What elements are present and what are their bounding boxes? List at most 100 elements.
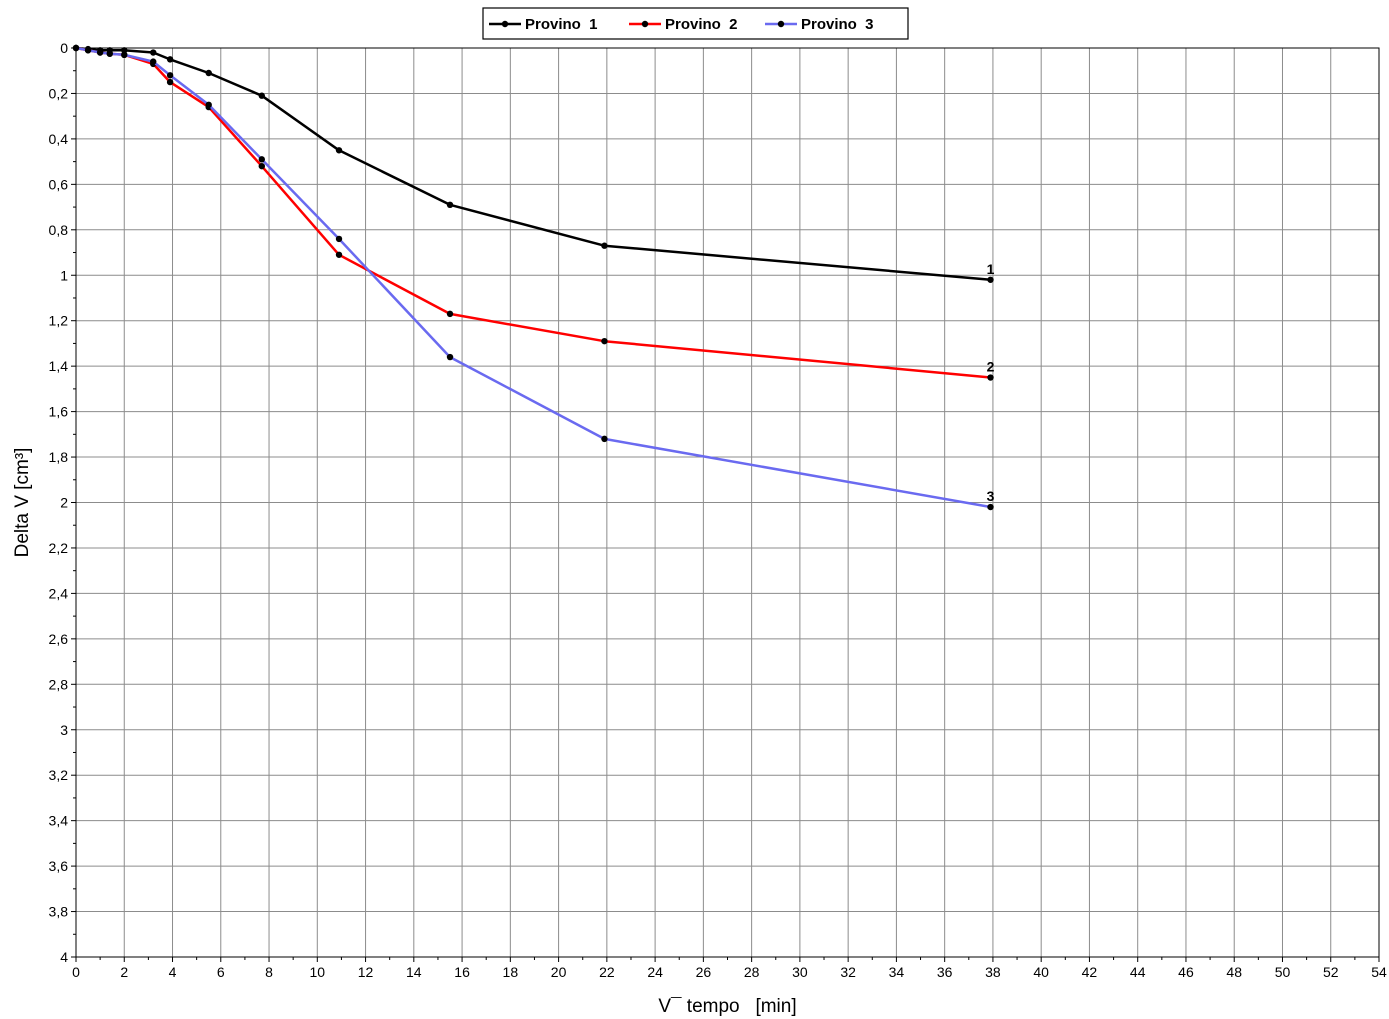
x-tick-label: 36 xyxy=(937,964,953,980)
x-tick-label: 20 xyxy=(551,964,567,980)
y-tick-label: 0,4 xyxy=(49,131,69,147)
data-point xyxy=(987,503,994,511)
data-point xyxy=(601,435,608,443)
data-point xyxy=(150,58,157,65)
y-axis-ticks: 0 0,2 0,4 0,6 0,8 1 1,2 1,4 1,6 1,8 2 2,2 2,4 2,6 2,8 3… xyxy=(49,40,76,965)
legend-label: Provino 1 xyxy=(525,16,598,33)
x-tick-label: 28 xyxy=(744,964,760,980)
data-point xyxy=(258,156,265,163)
y-tick-label: 3,2 xyxy=(49,767,69,783)
data-point xyxy=(121,47,128,54)
x-tick-label: 48 xyxy=(1226,964,1242,980)
x-tick-label: 40 xyxy=(1033,964,1049,980)
y-tick-label: 1,6 xyxy=(49,404,69,420)
data-point xyxy=(166,78,174,86)
y-tick-label: 3,6 xyxy=(49,858,69,874)
data-point xyxy=(987,276,994,283)
y-tick-label: 2,4 xyxy=(49,585,69,601)
x-tick-label: 6 xyxy=(217,964,225,980)
y-tick-label: 0,8 xyxy=(49,222,69,238)
data-point xyxy=(258,162,265,170)
legend-label: Provino 2 xyxy=(665,16,738,33)
x-tick-label: 8 xyxy=(265,964,273,980)
legend: Provino 1 Provino 2 Provino 3 xyxy=(482,7,909,40)
x-tick-label: 14 xyxy=(406,964,422,980)
data-point xyxy=(205,101,212,109)
x-tick-label: 16 xyxy=(454,964,470,980)
y-tick-label: 2,6 xyxy=(49,631,69,647)
series-provino-3: 3 xyxy=(72,44,995,511)
data-point xyxy=(166,72,174,79)
legend-item: Provino 2 xyxy=(629,16,738,33)
data-point xyxy=(150,49,157,56)
legend-item: Provino 3 xyxy=(765,16,874,33)
x-tick-label: 52 xyxy=(1323,964,1339,980)
data-point xyxy=(121,51,128,59)
series-end-label: 3 xyxy=(987,488,995,504)
data-point xyxy=(335,251,343,258)
legend-marker xyxy=(641,20,649,28)
x-tick-label: 10 xyxy=(310,964,326,980)
legend-item: Provino 1 xyxy=(489,16,598,33)
x-tick-label: 4 xyxy=(169,964,177,980)
legend-label: Provino 3 xyxy=(801,16,874,33)
x-tick-label: 24 xyxy=(647,964,663,980)
legend-box xyxy=(482,7,909,40)
y-tick-label: 1,8 xyxy=(49,449,69,465)
y-tick-label: 0 xyxy=(60,40,68,56)
data-point xyxy=(446,310,454,318)
y-tick-label: 0,2 xyxy=(49,85,69,101)
series-end-label: 1 xyxy=(987,261,995,277)
data-point xyxy=(446,353,454,361)
x-tick-label: 18 xyxy=(503,964,519,980)
y-tick-label: 2 xyxy=(60,495,68,511)
x-tick-label: 0 xyxy=(72,964,80,980)
y-tick-label: 1,2 xyxy=(49,313,69,329)
x-tick-label: 26 xyxy=(696,964,712,980)
x-axis-ticks: 0 2 4 6 8 10 12 14 16 18 20 22 24 26 28 30 32 34 36 38 40 42 4… xyxy=(72,957,1387,980)
data-point xyxy=(335,147,343,154)
x-tick-label: 12 xyxy=(358,964,374,980)
data-point xyxy=(205,69,212,77)
y-tick-label: 2,2 xyxy=(49,540,69,556)
data-point xyxy=(987,374,994,381)
data-point xyxy=(258,92,265,99)
series-layer: 1 2 3 xyxy=(72,44,995,511)
x-tick-label: 22 xyxy=(599,964,615,980)
y-tick-label: 1 xyxy=(60,267,68,283)
data-point xyxy=(106,50,113,57)
series-end-label: 2 xyxy=(987,359,995,375)
x-tick-label: 44 xyxy=(1130,964,1146,980)
x-tick-label: 50 xyxy=(1275,964,1291,980)
x-tick-label: 32 xyxy=(840,964,856,980)
x-tick-label: 38 xyxy=(985,964,1001,980)
data-point xyxy=(335,235,343,243)
data-point xyxy=(166,56,174,63)
data-point xyxy=(72,44,80,52)
y-tick-label: 4 xyxy=(60,949,68,965)
y-tick-label: 1,4 xyxy=(49,358,69,374)
x-tick-label: 34 xyxy=(889,964,905,980)
legend-marker xyxy=(777,20,785,28)
y-tick-label: 3,8 xyxy=(49,904,69,920)
y-tick-label: 2,8 xyxy=(49,676,69,692)
y-tick-label: 3 xyxy=(60,722,68,738)
x-axis-title: V¯ tempo [min] xyxy=(658,996,796,1017)
y-tick-label: 3,4 xyxy=(49,813,69,829)
data-point xyxy=(601,337,608,345)
x-tick-label: 54 xyxy=(1371,964,1387,980)
data-point xyxy=(446,201,454,209)
data-point xyxy=(84,47,92,54)
legend-marker xyxy=(501,20,509,28)
data-point xyxy=(601,242,608,249)
y-axis-title: Delta V [cm³] xyxy=(12,448,33,558)
grid xyxy=(75,47,1380,958)
data-point xyxy=(96,49,104,56)
x-tick-label: 2 xyxy=(120,964,128,980)
x-tick-label: 46 xyxy=(1178,964,1194,980)
x-tick-label: 30 xyxy=(792,964,808,980)
y-tick-label: 0,6 xyxy=(49,176,69,192)
x-tick-label: 42 xyxy=(1082,964,1098,980)
